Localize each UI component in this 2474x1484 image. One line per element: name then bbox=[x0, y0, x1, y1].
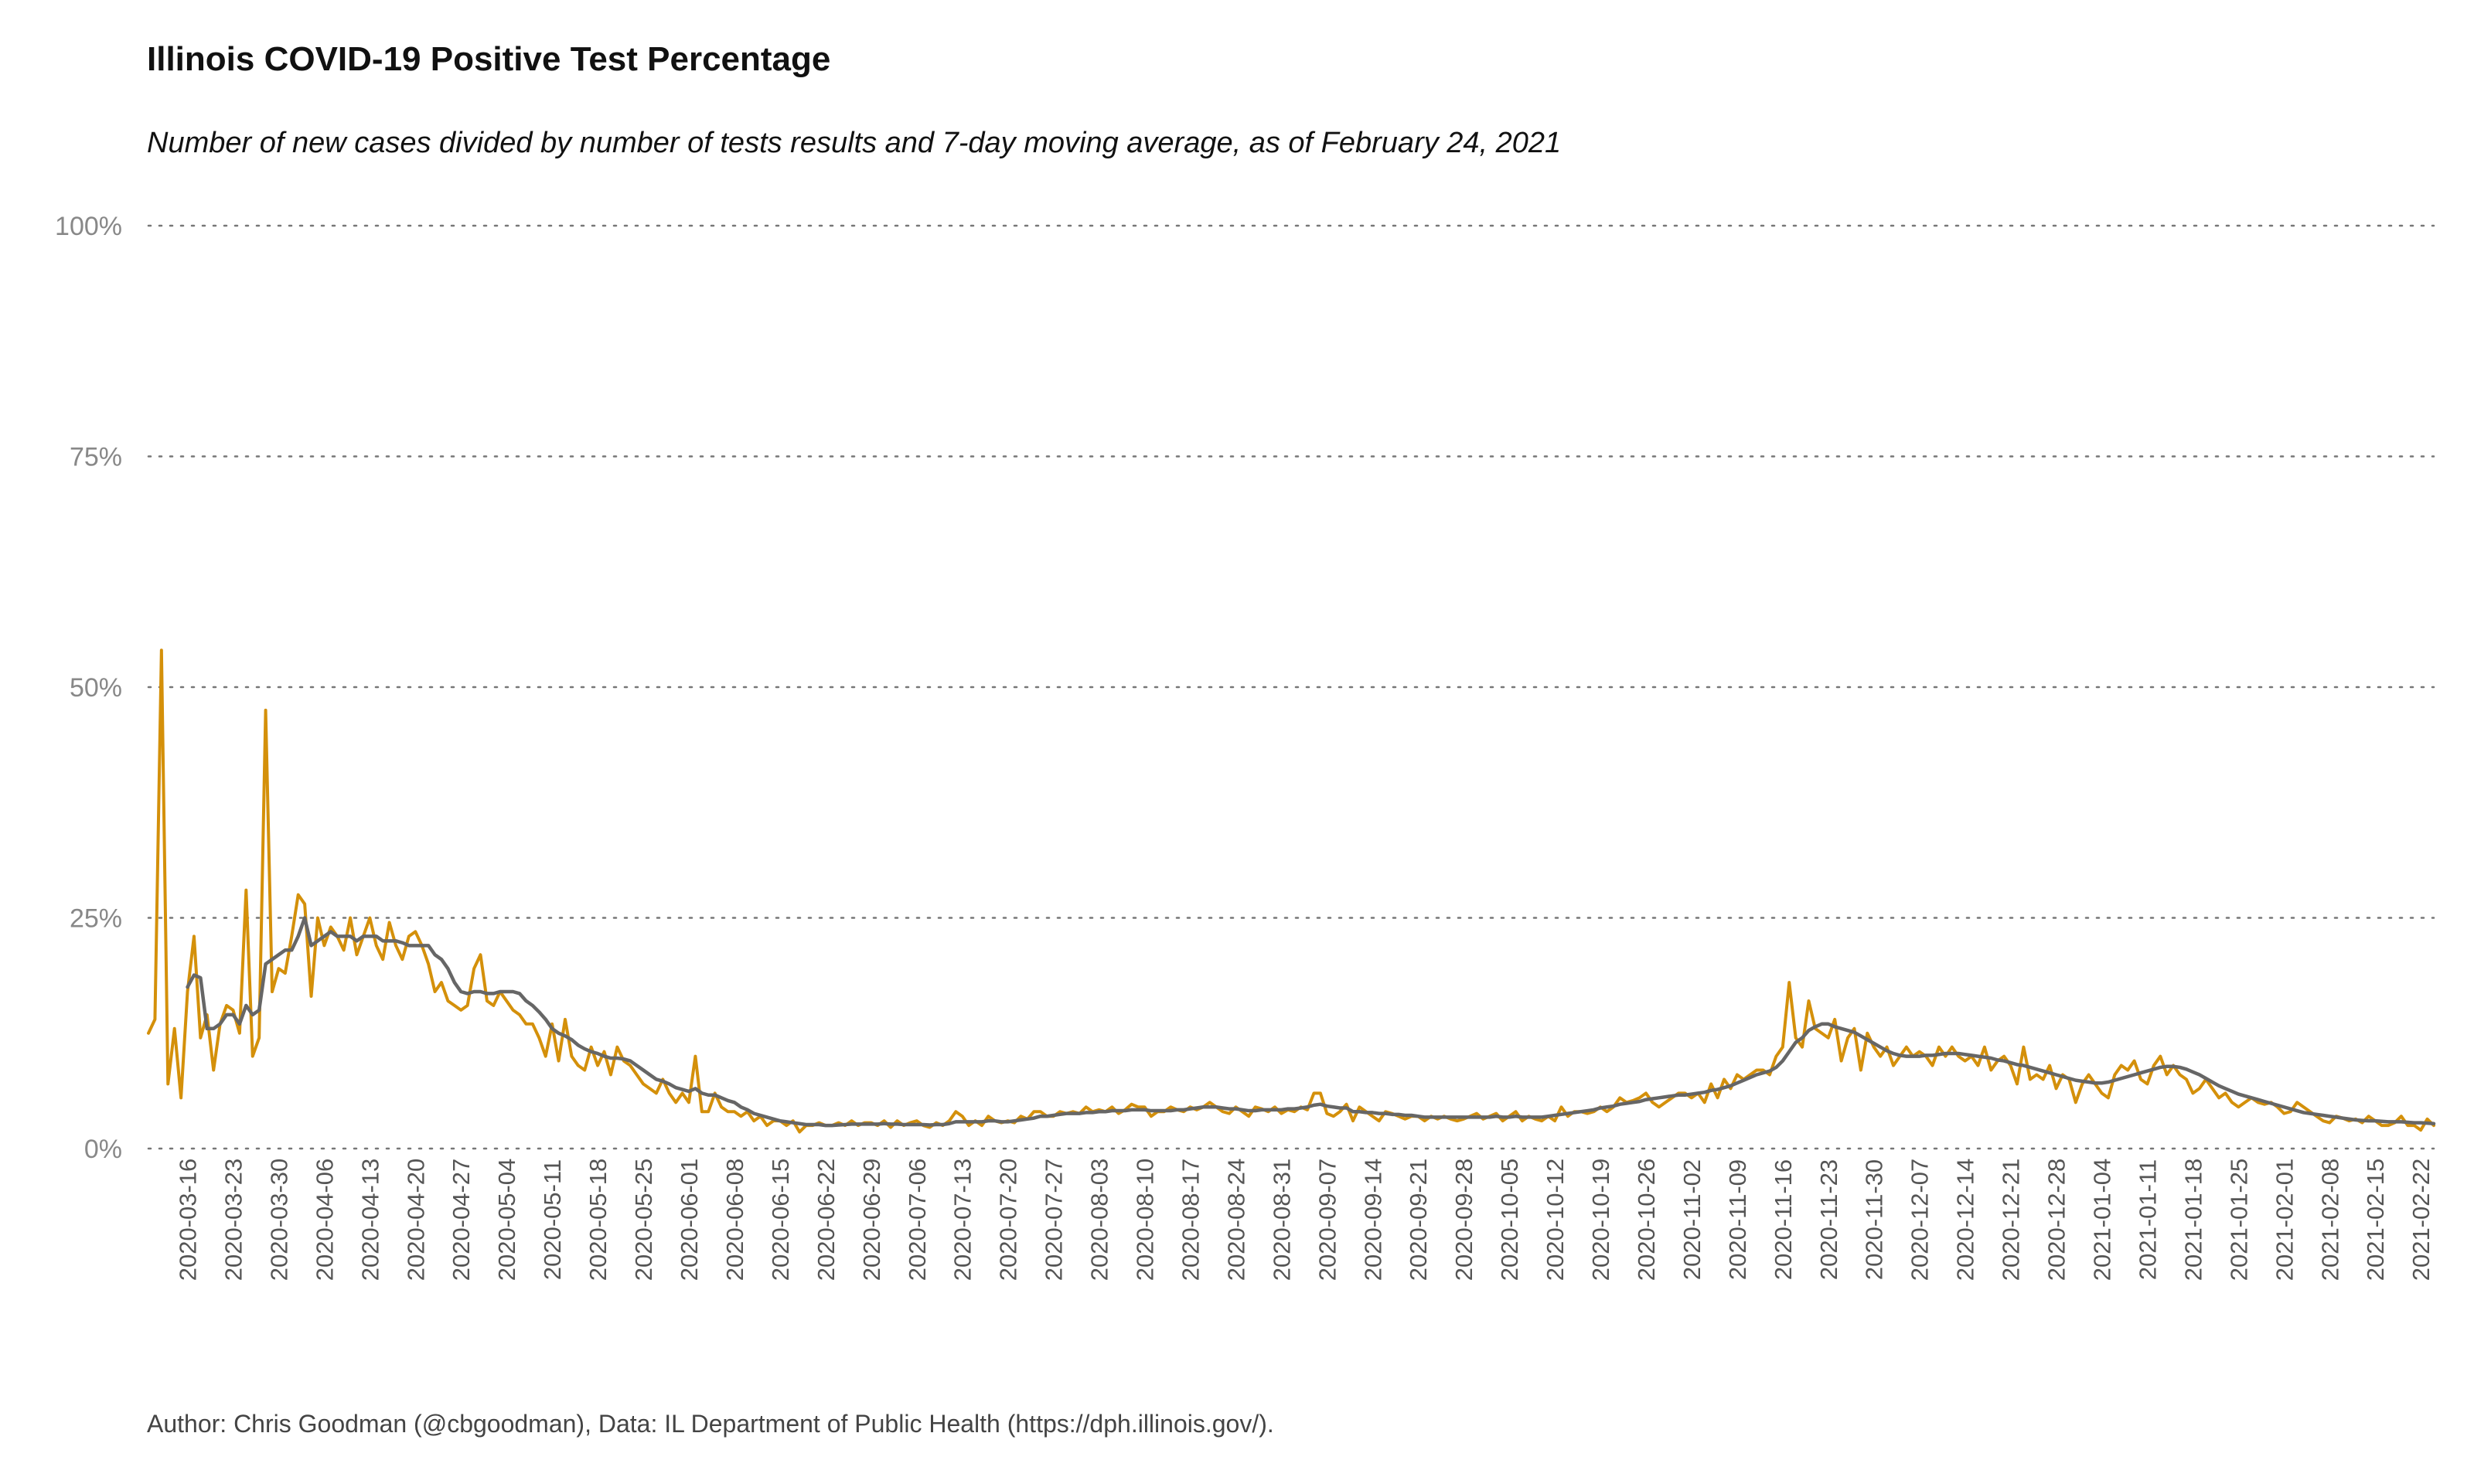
x-tick-label: 2020-05-25 bbox=[630, 1159, 657, 1281]
x-tick-label: 2020-06-22 bbox=[813, 1159, 840, 1281]
y-tick-label: 0% bbox=[84, 1135, 122, 1164]
x-tick-label: 2020-06-08 bbox=[721, 1159, 748, 1281]
x-tick-label: 2020-06-01 bbox=[676, 1159, 703, 1281]
x-tick-label: 2020-05-18 bbox=[584, 1159, 612, 1281]
source-caption: Author: Chris Goodman (@cbgoodman), Data… bbox=[147, 1410, 1274, 1438]
x-tick-label: 2020-12-07 bbox=[1907, 1159, 1934, 1281]
x-tick-label: 2020-08-10 bbox=[1132, 1159, 1159, 1281]
y-tick-label: 50% bbox=[70, 673, 122, 703]
x-tick-label: 2021-02-22 bbox=[2408, 1159, 2435, 1281]
x-tick-label: 2020-04-13 bbox=[356, 1159, 383, 1281]
x-tick-label: 2021-01-18 bbox=[2179, 1159, 2206, 1281]
x-tick-label: 2021-01-25 bbox=[2225, 1159, 2252, 1281]
chart-subtitle: Number of new cases divided by number of… bbox=[147, 127, 1562, 159]
y-tick-label: 75% bbox=[70, 443, 122, 472]
x-tick-label: 2020-07-13 bbox=[949, 1159, 976, 1281]
x-tick-label: 2021-02-08 bbox=[2316, 1159, 2343, 1281]
x-tick-label: 2020-12-28 bbox=[2043, 1159, 2070, 1281]
x-tick-label: 2020-07-20 bbox=[995, 1159, 1022, 1281]
x-tick-label: 2021-01-04 bbox=[2088, 1159, 2115, 1281]
x-tick-label: 2020-10-05 bbox=[1496, 1159, 1523, 1281]
x-tick-label: 2020-04-06 bbox=[311, 1159, 338, 1281]
x-tick-label: 2020-12-21 bbox=[1998, 1159, 2025, 1281]
x-tick-label: 2020-08-17 bbox=[1177, 1159, 1204, 1281]
x-tick-label: 2020-12-14 bbox=[1952, 1159, 1979, 1281]
series-layer bbox=[147, 648, 2436, 1134]
grid-layer bbox=[147, 224, 2435, 1150]
x-tick-label: 2020-06-15 bbox=[767, 1159, 794, 1281]
y-axis-ticks: 0% 25% 50% 75% 100% bbox=[55, 212, 122, 1164]
x-tick-label: 2020-08-03 bbox=[1086, 1159, 1113, 1281]
x-tick-label: 2020-11-02 bbox=[1678, 1159, 1706, 1280]
x-axis-ticks: 2020-03-16 2020-03-23 2020-03-30 2020-04-06… bbox=[175, 1159, 2435, 1281]
x-tick-label: 2020-03-23 bbox=[220, 1159, 247, 1281]
y-tick-label: 100% bbox=[55, 212, 122, 241]
x-tick-label: 2021-01-11 bbox=[2134, 1159, 2161, 1280]
x-tick-label: 2020-08-24 bbox=[1222, 1159, 1249, 1281]
x-tick-label: 2020-09-28 bbox=[1450, 1159, 1477, 1281]
x-tick-label: 2020-11-16 bbox=[1770, 1159, 1797, 1280]
x-tick-label: 2020-09-14 bbox=[1359, 1159, 1386, 1281]
x-tick-label: 2020-08-31 bbox=[1268, 1159, 1295, 1281]
x-tick-label: 2020-10-19 bbox=[1587, 1159, 1614, 1281]
x-tick-label: 2020-05-11 bbox=[539, 1159, 566, 1280]
x-tick-label: 2021-02-15 bbox=[2362, 1159, 2389, 1281]
x-tick-label: 2020-06-29 bbox=[858, 1159, 885, 1281]
x-tick-label: 2020-03-30 bbox=[265, 1159, 292, 1281]
x-tick-label: 2020-04-20 bbox=[402, 1159, 429, 1281]
moving-average-line bbox=[186, 916, 2436, 1128]
x-tick-label: 2020-05-04 bbox=[493, 1159, 520, 1281]
x-tick-label: 2020-11-30 bbox=[1861, 1159, 1888, 1280]
x-tick-label: 2020-07-06 bbox=[904, 1159, 931, 1281]
x-tick-label: 2020-11-09 bbox=[1724, 1159, 1751, 1280]
x-tick-label: 2020-09-21 bbox=[1405, 1159, 1432, 1281]
x-tick-label: 2020-09-07 bbox=[1314, 1159, 1341, 1281]
chart-title: Illinois COVID-19 Positive Test Percenta… bbox=[147, 40, 831, 78]
x-tick-label: 2020-11-23 bbox=[1815, 1159, 1842, 1280]
x-tick-label: 2020-10-26 bbox=[1633, 1159, 1660, 1281]
x-tick-label: 2021-02-01 bbox=[2271, 1159, 2298, 1281]
x-tick-label: 2020-10-12 bbox=[1542, 1159, 1569, 1281]
x-tick-label: 2020-04-27 bbox=[448, 1159, 475, 1281]
daily-positivity-line bbox=[147, 648, 2435, 1134]
y-tick-label: 25% bbox=[70, 904, 122, 934]
x-tick-label: 2020-03-16 bbox=[175, 1159, 202, 1281]
x-tick-label: 2020-07-27 bbox=[1041, 1159, 1068, 1281]
